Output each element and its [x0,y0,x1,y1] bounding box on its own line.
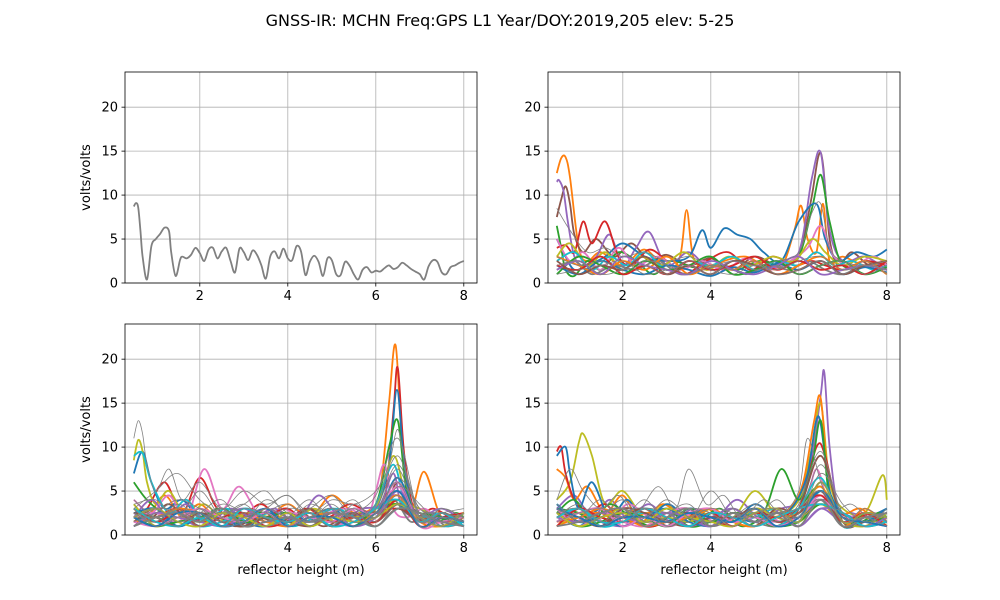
series-line-33 [556,481,887,527]
x-tick-label: 8 [460,289,468,304]
x-tick-label: 4 [284,541,292,556]
y-axis-label: volts/volts [79,396,94,463]
subplot-bottom-right: 2 4 6 8 0 5 10 15 20 reflector height (m) [524,323,901,578]
series-line-0 [133,202,465,281]
series-line-24 [133,507,465,528]
x-tick-label: 4 [707,289,715,304]
subplot-bottom-left: 2 4 6 8 0 5 10 15 20 volts/volts reflector height … [79,323,478,578]
y-tick-label: 15 [101,397,118,412]
x-tick-label: 4 [707,541,715,556]
series-line-35 [556,490,887,527]
axes-frame [124,71,478,284]
x-tick-label: 2 [196,289,204,304]
axes-frame [547,323,901,536]
x-tick-label: 2 [619,541,627,556]
y-tick-label: 20 [524,101,541,116]
series-line-39 [133,503,464,527]
series-line-27 [556,503,888,528]
subplot-top-right: 2 4 6 8 0 5 10 15 20 [524,71,901,304]
y-tick-label: 15 [524,145,541,160]
x-axis-label: reflector height (m) [237,563,364,578]
x-tick-label: 8 [883,289,891,304]
series-group [555,149,888,278]
y-tick-label: 0 [533,277,541,292]
series-line-30 [556,437,887,519]
y-tick-label: 15 [524,397,541,412]
series-group [556,369,888,529]
y-tick-label: 10 [101,189,118,204]
series-line-27 [133,498,465,528]
subplot-top-left: 2 4 6 8 0 5 10 15 20 volts/volts [79,71,478,304]
y-tick-label: 5 [533,485,541,500]
series-line-35 [133,485,465,527]
x-tick-label: 6 [372,541,380,556]
y-tick-label: 5 [110,233,118,248]
x-axis-label: reflector height (m) [660,563,787,578]
series-group [133,202,465,281]
y-tick-label: 20 [524,353,541,368]
series-line-2 [556,149,888,271]
x-tick-label: 6 [795,541,803,556]
x-tick-label: 8 [460,541,468,556]
series-line-17 [556,255,887,275]
x-tick-label: 2 [196,541,204,556]
series-line-38 [133,481,464,528]
y-tick-label: 0 [110,529,118,544]
y-tick-label: 0 [110,277,118,292]
series-line-4 [555,202,888,272]
y-axis-label: volts/volts [79,144,94,211]
series-line-37 [133,495,464,527]
y-tick-label: 10 [524,189,541,204]
series-line-19 [556,260,888,275]
series-group [132,343,465,530]
y-tick-label: 15 [101,145,118,160]
y-tick-label: 20 [101,353,118,368]
y-tick-label: 10 [101,441,118,456]
series-line-36 [133,464,464,527]
y-tick-label: 20 [101,101,118,116]
x-tick-label: 8 [883,541,891,556]
series-line-33 [133,437,464,527]
y-tick-label: 0 [533,529,541,544]
series-line-34 [133,468,464,524]
figure-title: GNSS-IR: MCHN Freq:GPS L1 Year/DOY:2019,… [266,11,735,30]
y-tick-label: 5 [110,485,118,500]
y-tick-label: 5 [533,233,541,248]
series-line-31 [556,451,888,523]
axes-frame [124,323,478,536]
x-tick-label: 4 [284,289,292,304]
y-tick-label: 10 [524,441,541,456]
x-tick-label: 2 [619,289,627,304]
series-line-34 [556,464,888,528]
x-tick-label: 6 [372,289,380,304]
axes-frame [547,71,901,284]
x-tick-label: 6 [795,289,803,304]
